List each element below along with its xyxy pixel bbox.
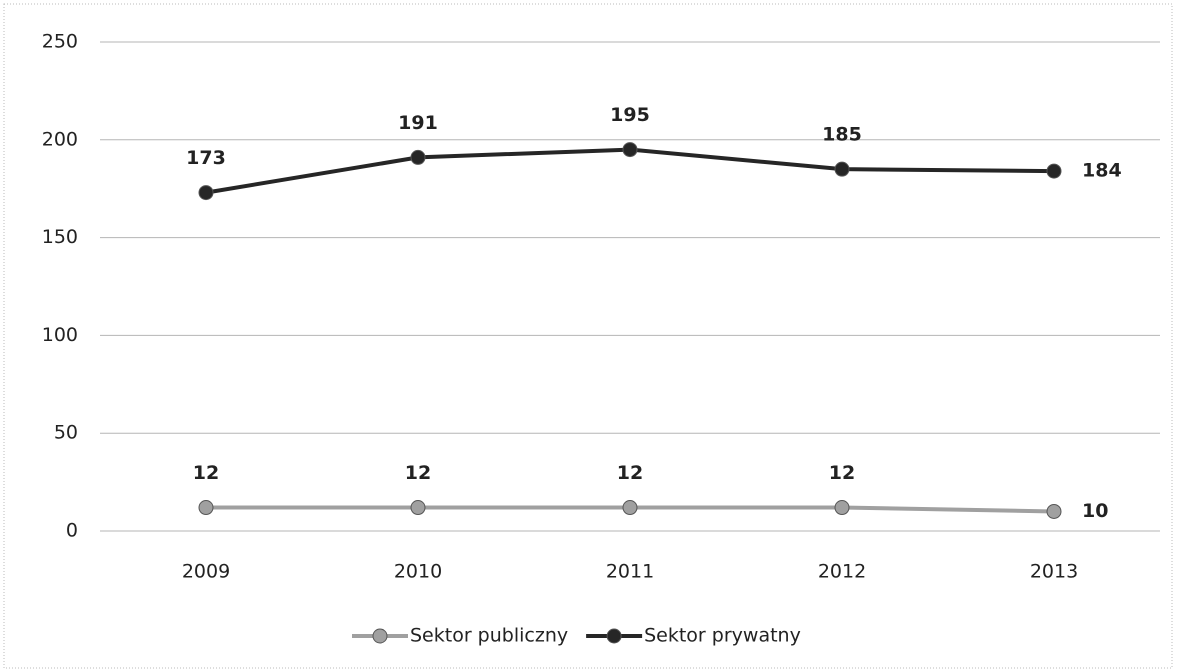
marker (410, 149, 426, 165)
legend-label: Sektor prywatny (644, 625, 801, 647)
data-label: 12 (193, 462, 219, 484)
marker (622, 500, 638, 516)
legend-label: Sektor publiczny (410, 625, 568, 647)
data-label: 191 (398, 112, 438, 134)
data-label: 10 (1082, 500, 1108, 522)
marker (622, 142, 638, 158)
y-tick-label: 250 (42, 31, 78, 53)
y-tick-label: 150 (42, 226, 78, 248)
x-tick-label: 2011 (606, 561, 654, 583)
y-tick-label: 0 (66, 520, 78, 542)
data-label: 12 (829, 462, 855, 484)
marker (834, 500, 850, 516)
y-tick-label: 100 (42, 324, 78, 346)
data-label: 12 (405, 462, 431, 484)
x-tick-label: 2010 (394, 561, 442, 583)
legend-marker (606, 628, 622, 644)
legend-marker (372, 628, 388, 644)
marker (1046, 163, 1062, 179)
marker (198, 500, 214, 516)
data-label: 185 (822, 124, 862, 146)
y-tick-label: 50 (54, 422, 78, 444)
x-tick-label: 2012 (818, 561, 866, 583)
marker (410, 500, 426, 516)
frame (3, 3, 1173, 669)
marker (834, 161, 850, 177)
data-label: 173 (186, 147, 226, 169)
data-label: 195 (610, 104, 650, 126)
y-tick-label: 200 (42, 128, 78, 150)
marker (198, 185, 214, 201)
x-tick-label: 2013 (1030, 561, 1078, 583)
x-tick-label: 2009 (182, 561, 230, 583)
data-label: 12 (617, 462, 643, 484)
marker (1046, 503, 1062, 519)
data-label: 184 (1082, 160, 1122, 182)
